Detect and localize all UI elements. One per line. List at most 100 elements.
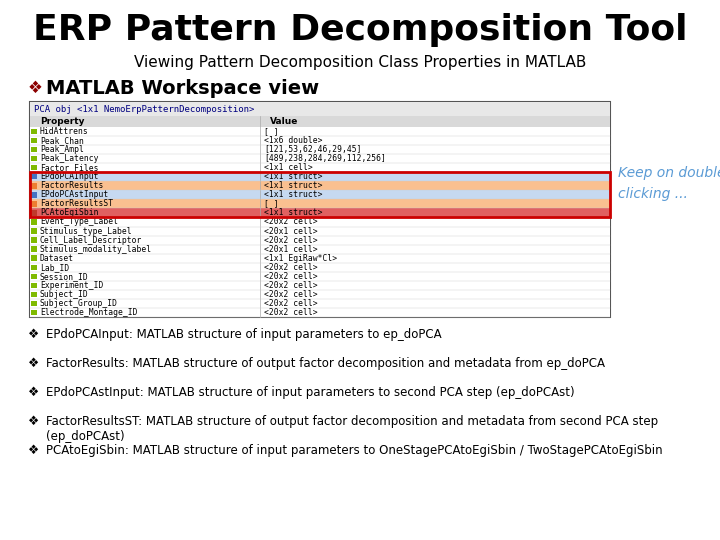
- Bar: [30, 136, 610, 145]
- Bar: [31, 219, 37, 225]
- Text: ❖: ❖: [28, 415, 40, 428]
- Text: EPdoPCAstInput: MATLAB structure of input parameters to second PCA step (ep_doPC: EPdoPCAstInput: MATLAB structure of inpu…: [46, 386, 575, 399]
- Text: FactorResults: FactorResults: [40, 181, 104, 190]
- Bar: [31, 183, 37, 188]
- Text: <1x1 cell>: <1x1 cell>: [264, 163, 312, 172]
- Bar: [31, 147, 37, 152]
- Bar: [30, 163, 610, 172]
- Bar: [30, 208, 610, 218]
- Text: ❖: ❖: [28, 357, 40, 370]
- Bar: [31, 129, 37, 134]
- Bar: [30, 254, 610, 263]
- Bar: [30, 154, 610, 163]
- Text: Keep on double
clicking ...: Keep on double clicking ...: [618, 166, 720, 201]
- Text: Factor_Files: Factor_Files: [40, 163, 99, 172]
- Bar: [30, 190, 610, 199]
- Bar: [30, 235, 610, 245]
- Text: <1x1 EgiRaw*Cl>: <1x1 EgiRaw*Cl>: [264, 254, 337, 262]
- Text: <20x1 cell>: <20x1 cell>: [264, 245, 318, 254]
- Bar: [31, 274, 37, 279]
- Text: Subject_Group_ID: Subject_Group_ID: [40, 299, 118, 308]
- Text: ❖: ❖: [28, 386, 40, 399]
- Bar: [31, 265, 37, 270]
- Bar: [30, 199, 610, 208]
- Text: Peak_Ampl: Peak_Ampl: [40, 145, 84, 154]
- Text: <20x2 cell>: <20x2 cell>: [264, 308, 318, 317]
- Text: <20x2 cell>: <20x2 cell>: [264, 218, 318, 226]
- Text: PCAtoEgiSbin: PCAtoEgiSbin: [40, 208, 99, 218]
- Text: FactorResults: MATLAB structure of output factor decomposition and metadata from: FactorResults: MATLAB structure of outpu…: [46, 357, 605, 370]
- Bar: [30, 102, 610, 116]
- Text: EPdoPCAInput: EPdoPCAInput: [40, 172, 99, 181]
- Text: Event_Type_Label: Event_Type_Label: [40, 218, 118, 226]
- Text: EPdoPCAInput: MATLAB structure of input parameters to ep_doPCA: EPdoPCAInput: MATLAB structure of input …: [46, 328, 441, 341]
- Bar: [31, 210, 37, 215]
- Bar: [30, 181, 610, 190]
- Text: Stimulus_modality_label: Stimulus_modality_label: [40, 245, 152, 254]
- Bar: [31, 246, 37, 252]
- Bar: [31, 238, 37, 243]
- Text: FactorResultsST: FactorResultsST: [40, 199, 113, 208]
- Bar: [30, 226, 610, 235]
- Text: Property: Property: [40, 117, 84, 126]
- Text: ❖: ❖: [28, 328, 40, 341]
- Bar: [31, 255, 37, 261]
- Text: <20x2 cell>: <20x2 cell>: [264, 263, 318, 272]
- Text: Stimulus_type_Label: Stimulus_type_Label: [40, 227, 132, 235]
- Text: <20x2 cell>: <20x2 cell>: [264, 272, 318, 281]
- Bar: [30, 263, 610, 272]
- Text: ❖: ❖: [28, 79, 43, 97]
- Bar: [31, 282, 37, 288]
- Text: Value: Value: [270, 117, 298, 126]
- Bar: [30, 172, 610, 218]
- Text: Viewing Pattern Decomposition Class Properties in MATLAB: Viewing Pattern Decomposition Class Prop…: [134, 55, 586, 70]
- Bar: [30, 127, 610, 136]
- Bar: [31, 292, 37, 297]
- Bar: [30, 172, 610, 181]
- Text: <20x2 cell>: <20x2 cell>: [264, 235, 318, 245]
- Text: ERP Pattern Decomposition Tool: ERP Pattern Decomposition Tool: [32, 13, 688, 47]
- Text: <1x1 struct>: <1x1 struct>: [264, 191, 323, 199]
- Bar: [31, 138, 37, 143]
- Text: Cell_Label_Descriptor: Cell_Label_Descriptor: [40, 235, 143, 245]
- Text: MATLAB Workspace view: MATLAB Workspace view: [46, 78, 319, 98]
- Text: <20x2 cell>: <20x2 cell>: [264, 281, 318, 290]
- Bar: [31, 310, 37, 315]
- Bar: [30, 116, 610, 127]
- Bar: [30, 281, 610, 290]
- Text: FactorResultsST: MATLAB structure of output factor decomposition and metadata fr: FactorResultsST: MATLAB structure of out…: [46, 415, 658, 443]
- Text: [121,53,62,46,29,45]: [121,53,62,46,29,45]: [264, 145, 361, 154]
- Text: Subject_ID: Subject_ID: [40, 290, 89, 299]
- Bar: [31, 174, 37, 179]
- Text: Experiment_ID: Experiment_ID: [40, 281, 104, 290]
- Bar: [30, 102, 610, 317]
- Text: Dataset: Dataset: [40, 254, 74, 262]
- Text: ❖: ❖: [28, 444, 40, 457]
- Text: Session_ID: Session_ID: [40, 272, 89, 281]
- Bar: [31, 156, 37, 161]
- Bar: [31, 301, 37, 306]
- Bar: [31, 165, 37, 171]
- Text: Peak_Chan: Peak_Chan: [40, 136, 84, 145]
- Text: PCA obj <1x1 NemoErpPatternDecomposition>: PCA obj <1x1 NemoErpPatternDecomposition…: [34, 105, 254, 113]
- Text: Electrode_Montage_ID: Electrode_Montage_ID: [40, 308, 138, 317]
- Bar: [30, 272, 610, 281]
- Bar: [30, 308, 610, 317]
- Text: <20x2 cell>: <20x2 cell>: [264, 299, 318, 308]
- Text: EPdoPCAstInput: EPdoPCAstInput: [40, 191, 108, 199]
- Text: Lab_ID: Lab_ID: [40, 263, 69, 272]
- Text: HidAttrens: HidAttrens: [40, 127, 89, 136]
- Bar: [30, 145, 610, 154]
- Bar: [30, 299, 610, 308]
- Text: <1x6 double>: <1x6 double>: [264, 136, 323, 145]
- Text: [489,238,284,269,112,256]: [489,238,284,269,112,256]: [264, 154, 386, 163]
- Text: <20x1 cell>: <20x1 cell>: [264, 227, 318, 235]
- Bar: [31, 192, 37, 198]
- Text: <20x2 cell>: <20x2 cell>: [264, 290, 318, 299]
- Bar: [31, 228, 37, 234]
- Text: <1x1 struct>: <1x1 struct>: [264, 208, 323, 218]
- Bar: [30, 245, 610, 254]
- Bar: [30, 290, 610, 299]
- Text: <1x1 struct>: <1x1 struct>: [264, 181, 323, 190]
- Text: [ ]: [ ]: [264, 127, 279, 136]
